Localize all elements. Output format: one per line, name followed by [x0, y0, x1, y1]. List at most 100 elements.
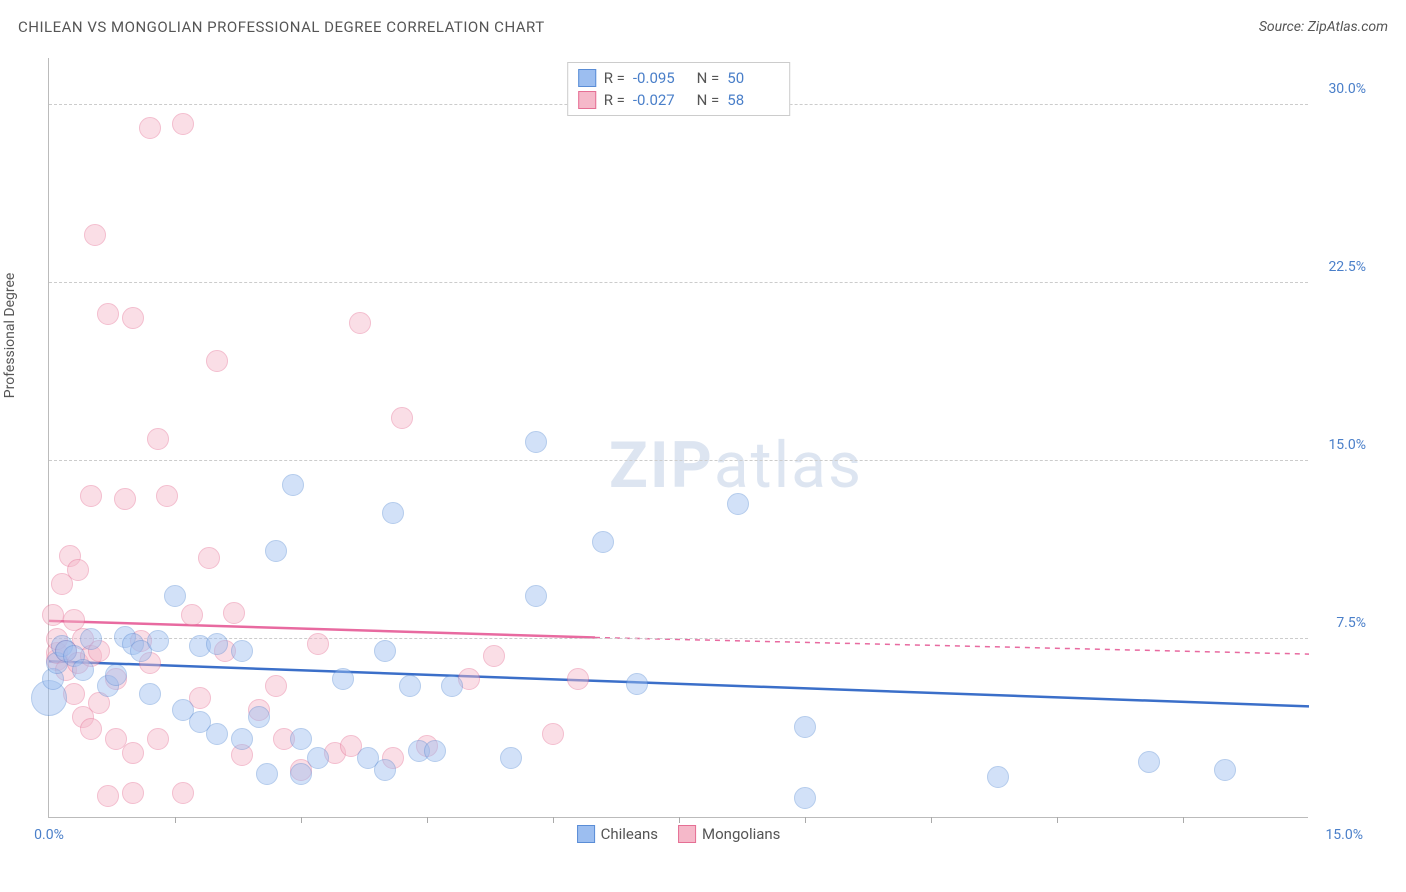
scatter-marker — [122, 782, 144, 804]
scatter-marker — [290, 763, 312, 785]
trend-line — [49, 661, 1309, 706]
plot-container: Professional Degree ZIPatlas R = -0.095 … — [48, 58, 1368, 848]
scatter-marker — [139, 117, 161, 139]
legend-series-item: Chileans — [577, 825, 658, 843]
scatter-marker — [794, 716, 816, 738]
grid-line — [49, 282, 1308, 283]
scatter-marker — [987, 766, 1009, 788]
legend-swatch — [578, 69, 596, 87]
scatter-marker — [391, 407, 413, 429]
scatter-marker — [592, 531, 614, 553]
x-tick — [301, 817, 302, 823]
plot-area: ZIPatlas R = -0.095 N = 50R = -0.027 N =… — [48, 58, 1308, 818]
legend-stat-row: R = -0.095 N = 50 — [578, 67, 780, 89]
scatter-marker — [256, 763, 278, 785]
x-tick — [679, 817, 680, 823]
grid-line — [49, 460, 1308, 461]
scatter-marker — [172, 113, 194, 135]
scatter-marker — [231, 640, 253, 662]
legend-stats: R = -0.095 N = 50R = -0.027 N = 58 — [567, 62, 791, 116]
scatter-marker — [525, 585, 547, 607]
scatter-marker — [206, 350, 228, 372]
scatter-marker — [349, 312, 371, 334]
scatter-marker — [500, 747, 522, 769]
chart-title: CHILEAN VS MONGOLIAN PROFESSIONAL DEGREE… — [18, 18, 545, 36]
scatter-marker — [727, 493, 749, 515]
scatter-marker — [290, 728, 312, 750]
scatter-marker — [105, 664, 127, 686]
scatter-marker — [248, 706, 270, 728]
legend-n-label: N = — [693, 69, 719, 87]
scatter-marker — [80, 628, 102, 650]
legend-swatch — [678, 825, 696, 843]
legend-n-value: 58 — [727, 91, 779, 109]
legend-r-label: R = — [604, 91, 625, 109]
scatter-marker — [67, 559, 89, 581]
legend-n-label: N = — [693, 91, 719, 109]
x-tick — [1057, 817, 1058, 823]
scatter-marker — [307, 633, 329, 655]
legend-r-value: -0.027 — [633, 91, 685, 109]
legend-n-value: 50 — [727, 69, 779, 87]
scatter-marker — [122, 307, 144, 329]
scatter-marker — [223, 602, 245, 624]
legend-swatch — [578, 91, 596, 109]
scatter-marker — [84, 224, 106, 246]
scatter-marker — [794, 787, 816, 809]
y-tick-label: 30.0% — [1328, 81, 1366, 97]
trend-line-dashed — [595, 638, 1309, 655]
scatter-marker — [567, 668, 589, 690]
x-tick — [1183, 817, 1184, 823]
y-tick-label: 15.0% — [1328, 437, 1366, 453]
scatter-marker — [399, 675, 421, 697]
legend-series: Chileans Mongolians — [577, 825, 781, 843]
scatter-marker — [181, 604, 203, 626]
scatter-marker — [1138, 751, 1160, 773]
y-axis-label: Professional Degree — [2, 273, 18, 399]
scatter-marker — [97, 303, 119, 325]
scatter-marker — [265, 675, 287, 697]
scatter-marker — [424, 740, 446, 762]
scatter-marker — [206, 633, 228, 655]
legend-stat-row: R = -0.027 N = 58 — [578, 89, 780, 111]
legend-r-label: R = — [604, 69, 625, 87]
scatter-marker — [483, 645, 505, 667]
x-tick — [427, 817, 428, 823]
source-attribution: Source: ZipAtlas.com — [1259, 19, 1388, 35]
scatter-marker — [626, 673, 648, 695]
x-tick — [553, 817, 554, 823]
scatter-marker — [80, 718, 102, 740]
scatter-marker — [72, 659, 94, 681]
scatter-marker — [542, 723, 564, 745]
scatter-marker — [114, 488, 136, 510]
scatter-marker — [206, 723, 228, 745]
scatter-marker — [139, 683, 161, 705]
scatter-marker — [198, 547, 220, 569]
trend-lines — [49, 58, 1309, 818]
scatter-marker — [332, 668, 354, 690]
x-tick — [931, 817, 932, 823]
scatter-marker — [147, 630, 169, 652]
scatter-marker — [80, 485, 102, 507]
legend-r-value: -0.095 — [633, 69, 685, 87]
scatter-marker — [164, 585, 186, 607]
scatter-marker — [97, 785, 119, 807]
legend-series-item: Mongolians — [678, 825, 780, 843]
scatter-marker — [1214, 759, 1236, 781]
scatter-marker — [374, 640, 396, 662]
y-tick-label: 22.5% — [1328, 259, 1366, 275]
scatter-marker — [282, 474, 304, 496]
y-tick-label: 7.5% — [1336, 615, 1366, 631]
source-name: ZipAtlas.com — [1308, 19, 1388, 35]
scatter-marker — [382, 502, 404, 524]
scatter-marker — [42, 604, 64, 626]
grid-line — [49, 638, 1308, 639]
source-prefix: Source: — [1259, 19, 1308, 35]
x-tick — [805, 817, 806, 823]
scatter-marker — [147, 728, 169, 750]
scatter-marker — [374, 759, 396, 781]
legend-swatch — [577, 825, 595, 843]
scatter-marker — [172, 782, 194, 804]
legend-series-label: Chileans — [601, 825, 658, 843]
scatter-marker — [156, 485, 178, 507]
